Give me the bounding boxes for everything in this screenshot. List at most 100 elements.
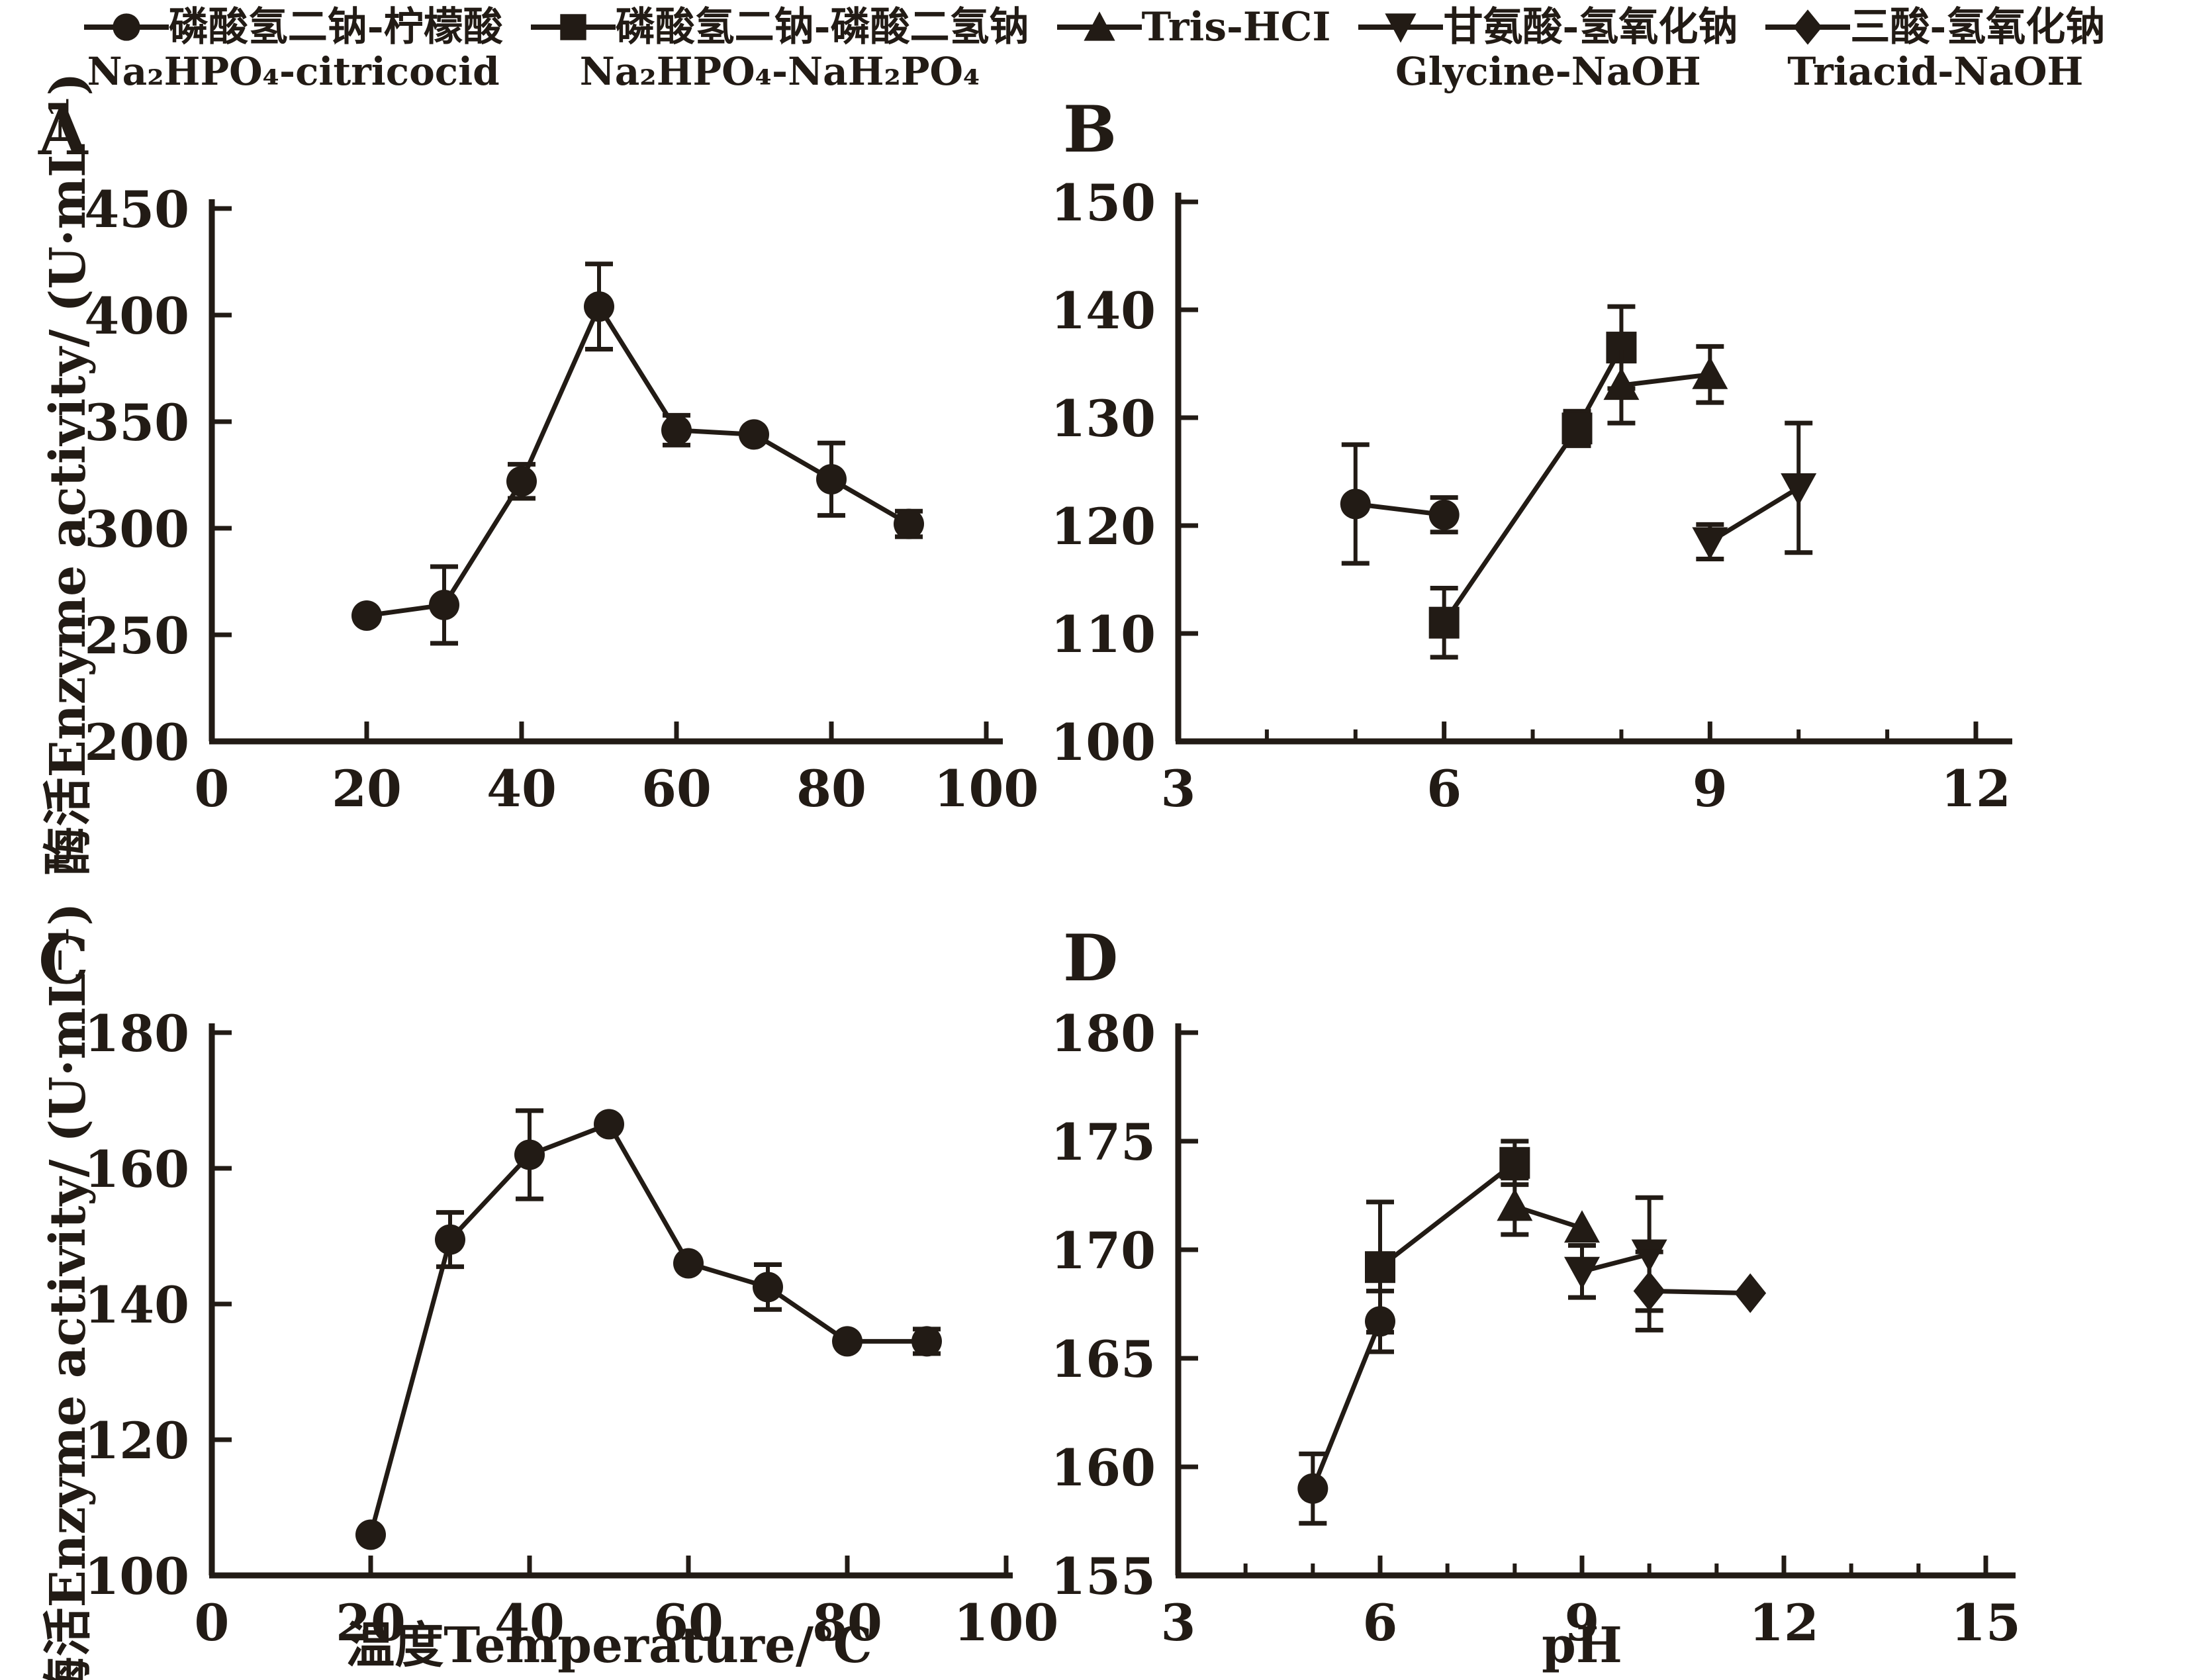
legend: 磷酸氢二钠-柠檬酸 Na₂HPO₄-citricocid 磷酸氢二钠-磷酸二氢钠… — [0, 4, 2189, 93]
x-tick-label: 60 — [641, 759, 712, 818]
triangle-up-marker — [1603, 367, 1640, 400]
y-tick-label: 170 — [1050, 1221, 1156, 1280]
circle-marker — [911, 1326, 942, 1357]
series-diamond — [1633, 1249, 1767, 1332]
y-tick-label: 400 — [84, 287, 189, 346]
y-tick-label: 450 — [84, 180, 189, 239]
panel-A: 0 20 40 60 80 100 200 250 300 350 400 450 — [84, 180, 1039, 818]
series-line — [1378, 1161, 1516, 1270]
triangle-up-marker-icon — [1056, 11, 1142, 41]
x-tick-label: 0 — [195, 759, 230, 818]
legend-item-citric: 磷酸氢二钠-柠檬酸 Na₂HPO₄-citricocid — [83, 3, 503, 94]
y-tick-label: 155 — [1050, 1547, 1156, 1606]
triangle-up-marker — [1564, 1210, 1600, 1243]
x-tick-label: 40 — [494, 1593, 565, 1652]
triangle-down-marker — [1692, 527, 1728, 560]
panel-letter-c: C — [38, 923, 89, 998]
y-tick-label: 160 — [84, 1140, 189, 1199]
diamond-marker — [1633, 1271, 1665, 1311]
circle-marker — [351, 600, 382, 631]
series-line — [1442, 346, 1624, 624]
circle-marker — [1428, 499, 1460, 530]
x-tick-label: 20 — [336, 1593, 406, 1652]
y-tick-label: 180 — [84, 1004, 189, 1063]
diamond-marker — [1734, 1273, 1767, 1313]
triangle-up-marker — [1083, 11, 1115, 41]
series-triangle-up — [1603, 344, 1728, 426]
series-line — [368, 1121, 927, 1536]
panel-B: 3 6 9 12 100 110 120 130 140 150 — [1050, 173, 2012, 818]
circle-marker — [753, 1272, 783, 1303]
legend-label-en: Na₂HPO₄-NaH₂PO₄ — [579, 49, 980, 94]
y-tick-label: 140 — [84, 1276, 189, 1334]
y-tick-label: 250 — [84, 606, 189, 665]
y-tick-label: 200 — [84, 713, 189, 772]
y-tick-label: 100 — [1050, 713, 1156, 772]
triangle-up-marker — [1497, 1188, 1533, 1221]
triangle-up-marker — [1692, 356, 1728, 389]
circle-marker — [584, 291, 614, 322]
series-circle — [355, 1108, 942, 1550]
square-marker — [559, 14, 586, 40]
square-marker — [1499, 1146, 1530, 1179]
triangle-down-marker — [1564, 1256, 1600, 1289]
legend-item-triacid: 三酸-氢氧化钠 Triacid-NaOH — [1765, 4, 2105, 93]
circle-marker — [355, 1519, 386, 1550]
panel-letter-b: B — [1063, 92, 1117, 167]
x-tick-label: 80 — [796, 759, 866, 818]
legend-label-en: Na₂HPO₄-citricocid — [87, 49, 500, 94]
circle-marker — [894, 508, 924, 539]
square-marker — [1365, 1251, 1395, 1283]
series-line — [366, 301, 910, 618]
y-tick-label: 110 — [1050, 605, 1156, 664]
x-tick-label: 80 — [812, 1593, 882, 1652]
circle-marker — [673, 1248, 704, 1279]
circle-marker-icon — [83, 13, 169, 41]
circle-marker — [429, 589, 459, 620]
y-tick-label: 100 — [84, 1547, 189, 1606]
y-tick-label: 300 — [84, 500, 189, 559]
y-tick-label: 150 — [1050, 173, 1156, 232]
circle-marker — [739, 419, 769, 450]
triangle-down-marker — [1385, 13, 1417, 43]
diamond-marker — [1793, 9, 1823, 45]
square-marker — [1561, 412, 1593, 445]
circle-marker — [113, 13, 140, 41]
y-tick-label: 165 — [1050, 1330, 1156, 1389]
legend-item-phosphate: 磷酸氢二钠-磷酸二氢钠 Na₂HPO₄-NaH₂PO₄ — [530, 4, 1029, 94]
triangle-down-marker-icon — [1358, 13, 1444, 43]
legend-label-zh: 磷酸氢二钠-柠檬酸 — [168, 3, 503, 50]
panel-C: 0 20 40 60 80 100 100 120 140 160 180 — [84, 1004, 1058, 1652]
series-circle — [1340, 442, 1460, 566]
series-square — [1365, 1139, 1530, 1335]
circle-marker — [506, 466, 537, 497]
x-tick-label: 6 — [1426, 759, 1462, 818]
legend-label-zh: Tris-HCI — [1141, 3, 1331, 50]
diamond-marker-icon — [1765, 9, 1851, 45]
legend-item-tris: Tris-HCI — [1056, 3, 1331, 50]
series-line — [1649, 1288, 1751, 1296]
x-tick-label: 9 — [1565, 1593, 1600, 1652]
legend-label-en: Triacid-NaOH — [1787, 49, 2084, 94]
legend-item-glycine: 甘氨酸-氢氧化钠 Glycine-NaOH — [1358, 4, 1738, 93]
square-marker-icon — [530, 14, 616, 40]
x-axis-label-panel-c: 温度Temperature/℃ — [346, 1617, 872, 1674]
x-tick-label: 40 — [487, 759, 557, 818]
y-tick-label: 350 — [84, 393, 189, 452]
panel-letter-a: A — [38, 95, 88, 169]
x-tick-label: 60 — [653, 1593, 723, 1652]
circle-marker — [594, 1109, 624, 1140]
x-tick-label: 20 — [332, 759, 402, 818]
series-triangle-down — [1692, 420, 1817, 562]
x-tick-label: 100 — [954, 1593, 1059, 1652]
y-tick-label: 120 — [84, 1411, 189, 1470]
x-tick-label: 6 — [1363, 1593, 1398, 1652]
legend-label-zh: 三酸-氢氧化钠 — [1850, 3, 2106, 50]
series-square — [1428, 304, 1637, 660]
x-tick-label: 100 — [934, 759, 1039, 818]
y-tick-label: 140 — [1050, 281, 1156, 340]
triangle-down-marker — [1781, 473, 1817, 506]
circle-marker — [832, 1326, 862, 1357]
